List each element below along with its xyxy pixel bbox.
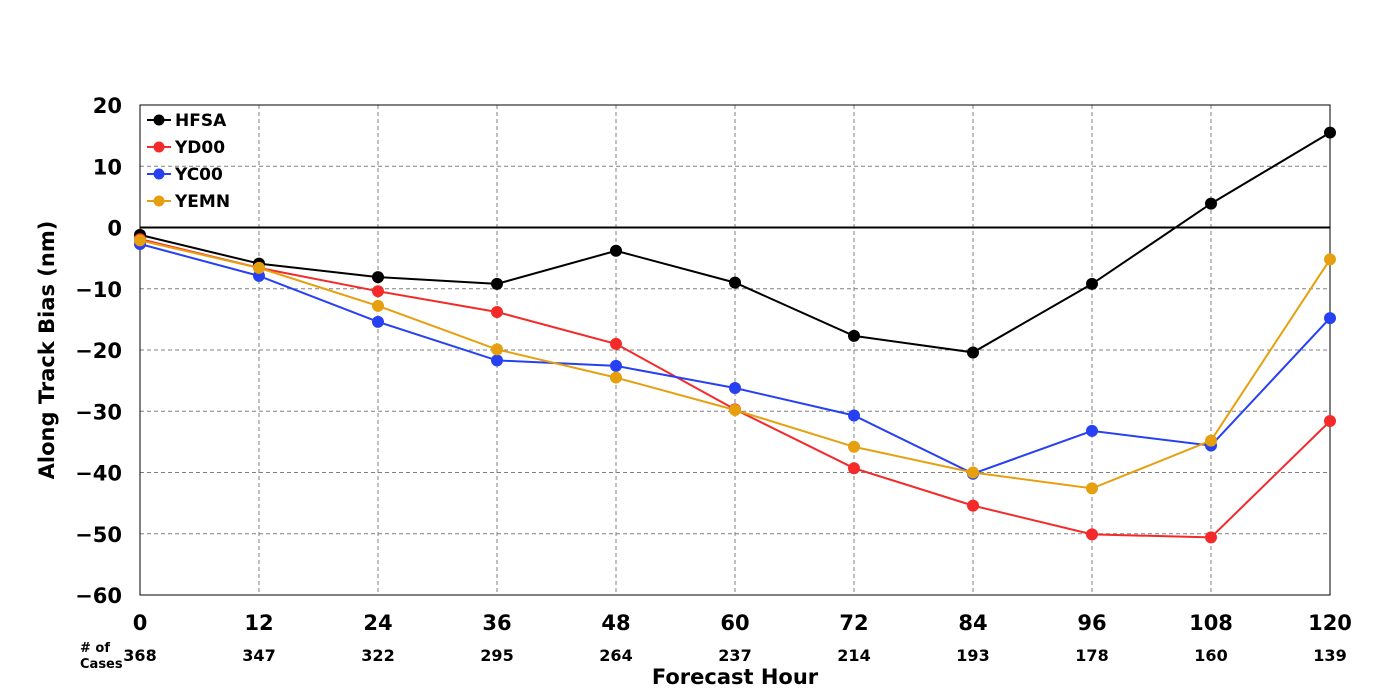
x-tick-label: 108 [1189, 611, 1233, 635]
data-point-yemn [372, 299, 384, 312]
legend-label-yd00: YD00 [174, 138, 225, 158]
case-count-label: 264 [599, 646, 632, 665]
data-point-hfsa [1205, 197, 1217, 210]
legend-marker-yc00 [153, 168, 165, 180]
data-point-hfsa [610, 244, 622, 257]
case-count-label: 322 [361, 646, 394, 665]
y-tick-label: 20 [93, 94, 122, 118]
y-tick-label: 10 [93, 155, 122, 179]
data-point-hfsa [967, 346, 979, 359]
x-axis-title: Forecast Hour [652, 665, 819, 689]
cases-caption-line-1: # of [80, 641, 110, 656]
grid-layer [140, 105, 1330, 595]
plot-frame [139, 104, 1331, 596]
data-point-yd00 [967, 499, 979, 512]
legend-marker-yd00 [153, 141, 165, 153]
case-count-label: 160 [1194, 646, 1227, 665]
case-count-label: 193 [956, 646, 989, 665]
data-point-yd00 [610, 337, 622, 350]
data-point-yemn [729, 404, 741, 417]
legend-label-hfsa: HFSA [175, 111, 227, 131]
case-count-label: 237 [718, 646, 751, 665]
case-count-label: 214 [837, 646, 870, 665]
x-tick-label: 48 [601, 611, 630, 635]
x-tick-label: 0 [133, 611, 148, 635]
legend-marker-hfsa [153, 114, 165, 126]
legend: HFSA YD00 YC00 YEMN [147, 111, 230, 212]
data-point-yd00 [1086, 528, 1098, 541]
case-count-label: 347 [242, 646, 275, 665]
data-point-yd00 [1205, 531, 1217, 544]
series-line-hfsa [139, 131, 1331, 354]
data-point-yc00 [372, 315, 384, 328]
data-point-yd00 [848, 462, 860, 475]
x-tick-label: 120 [1308, 611, 1352, 635]
y-axis-title: Along Track Bias (nm) [35, 221, 59, 480]
x-tick-label: 96 [1077, 611, 1106, 635]
legend-label-yc00: YC00 [174, 165, 223, 185]
data-point-hfsa [491, 277, 503, 290]
y-tick-label: −20 [75, 339, 122, 363]
data-point-yc00 [610, 359, 622, 372]
data-point-yc00 [491, 354, 503, 367]
case-count-label: 178 [1075, 646, 1108, 665]
x-tick-label: 60 [720, 611, 749, 635]
y-tick-label: −50 [75, 523, 122, 547]
axes-layer [139, 104, 1331, 596]
data-point-hfsa [372, 271, 384, 284]
data-point-yemn [1205, 434, 1217, 447]
y-tick-label: −40 [75, 462, 122, 486]
data-point-yd00 [1324, 415, 1336, 428]
x-tick-label: 24 [363, 611, 392, 635]
series-layer [134, 126, 1336, 544]
x-tick-label: 84 [958, 611, 987, 635]
x-tick-label: 72 [839, 611, 868, 635]
data-point-yemn [1324, 253, 1336, 266]
data-point-yemn [967, 466, 979, 479]
data-point-hfsa [729, 276, 741, 289]
data-point-yc00 [729, 381, 741, 394]
data-point-hfsa [1086, 277, 1098, 290]
data-point-yemn [491, 343, 503, 356]
y-tick-label: 0 [107, 217, 122, 241]
y-tick-label: −30 [75, 400, 122, 424]
data-point-yemn [848, 440, 860, 453]
y-tick-label: −10 [75, 278, 122, 302]
y-tick-label: −60 [75, 584, 122, 608]
data-point-yc00 [1324, 312, 1336, 325]
data-point-hfsa [848, 329, 860, 342]
data-point-yemn [610, 371, 622, 384]
case-count-label: 368 [123, 646, 156, 665]
data-point-yc00 [848, 409, 860, 422]
cases-caption-line-2: Cases [80, 657, 123, 672]
x-tick-label: 36 [482, 611, 511, 635]
x-tick-label: 12 [244, 611, 273, 635]
legend-label-yemn: YEMN [174, 192, 230, 212]
tick-layer: 20 10 0 −10 −20 −30 −40 −50 −60 0 368 12 347 24 322 36 2… [75, 94, 1352, 672]
case-count-label: 139 [1313, 646, 1346, 665]
data-point-yemn [134, 234, 146, 247]
data-point-yd00 [372, 285, 384, 298]
data-point-yemn [1086, 482, 1098, 495]
data-point-hfsa [1324, 126, 1336, 139]
data-point-yd00 [491, 306, 503, 319]
legend-marker-yemn [153, 195, 165, 207]
data-point-yemn [253, 261, 265, 274]
data-point-yc00 [1086, 424, 1098, 437]
case-count-label: 295 [480, 646, 513, 665]
